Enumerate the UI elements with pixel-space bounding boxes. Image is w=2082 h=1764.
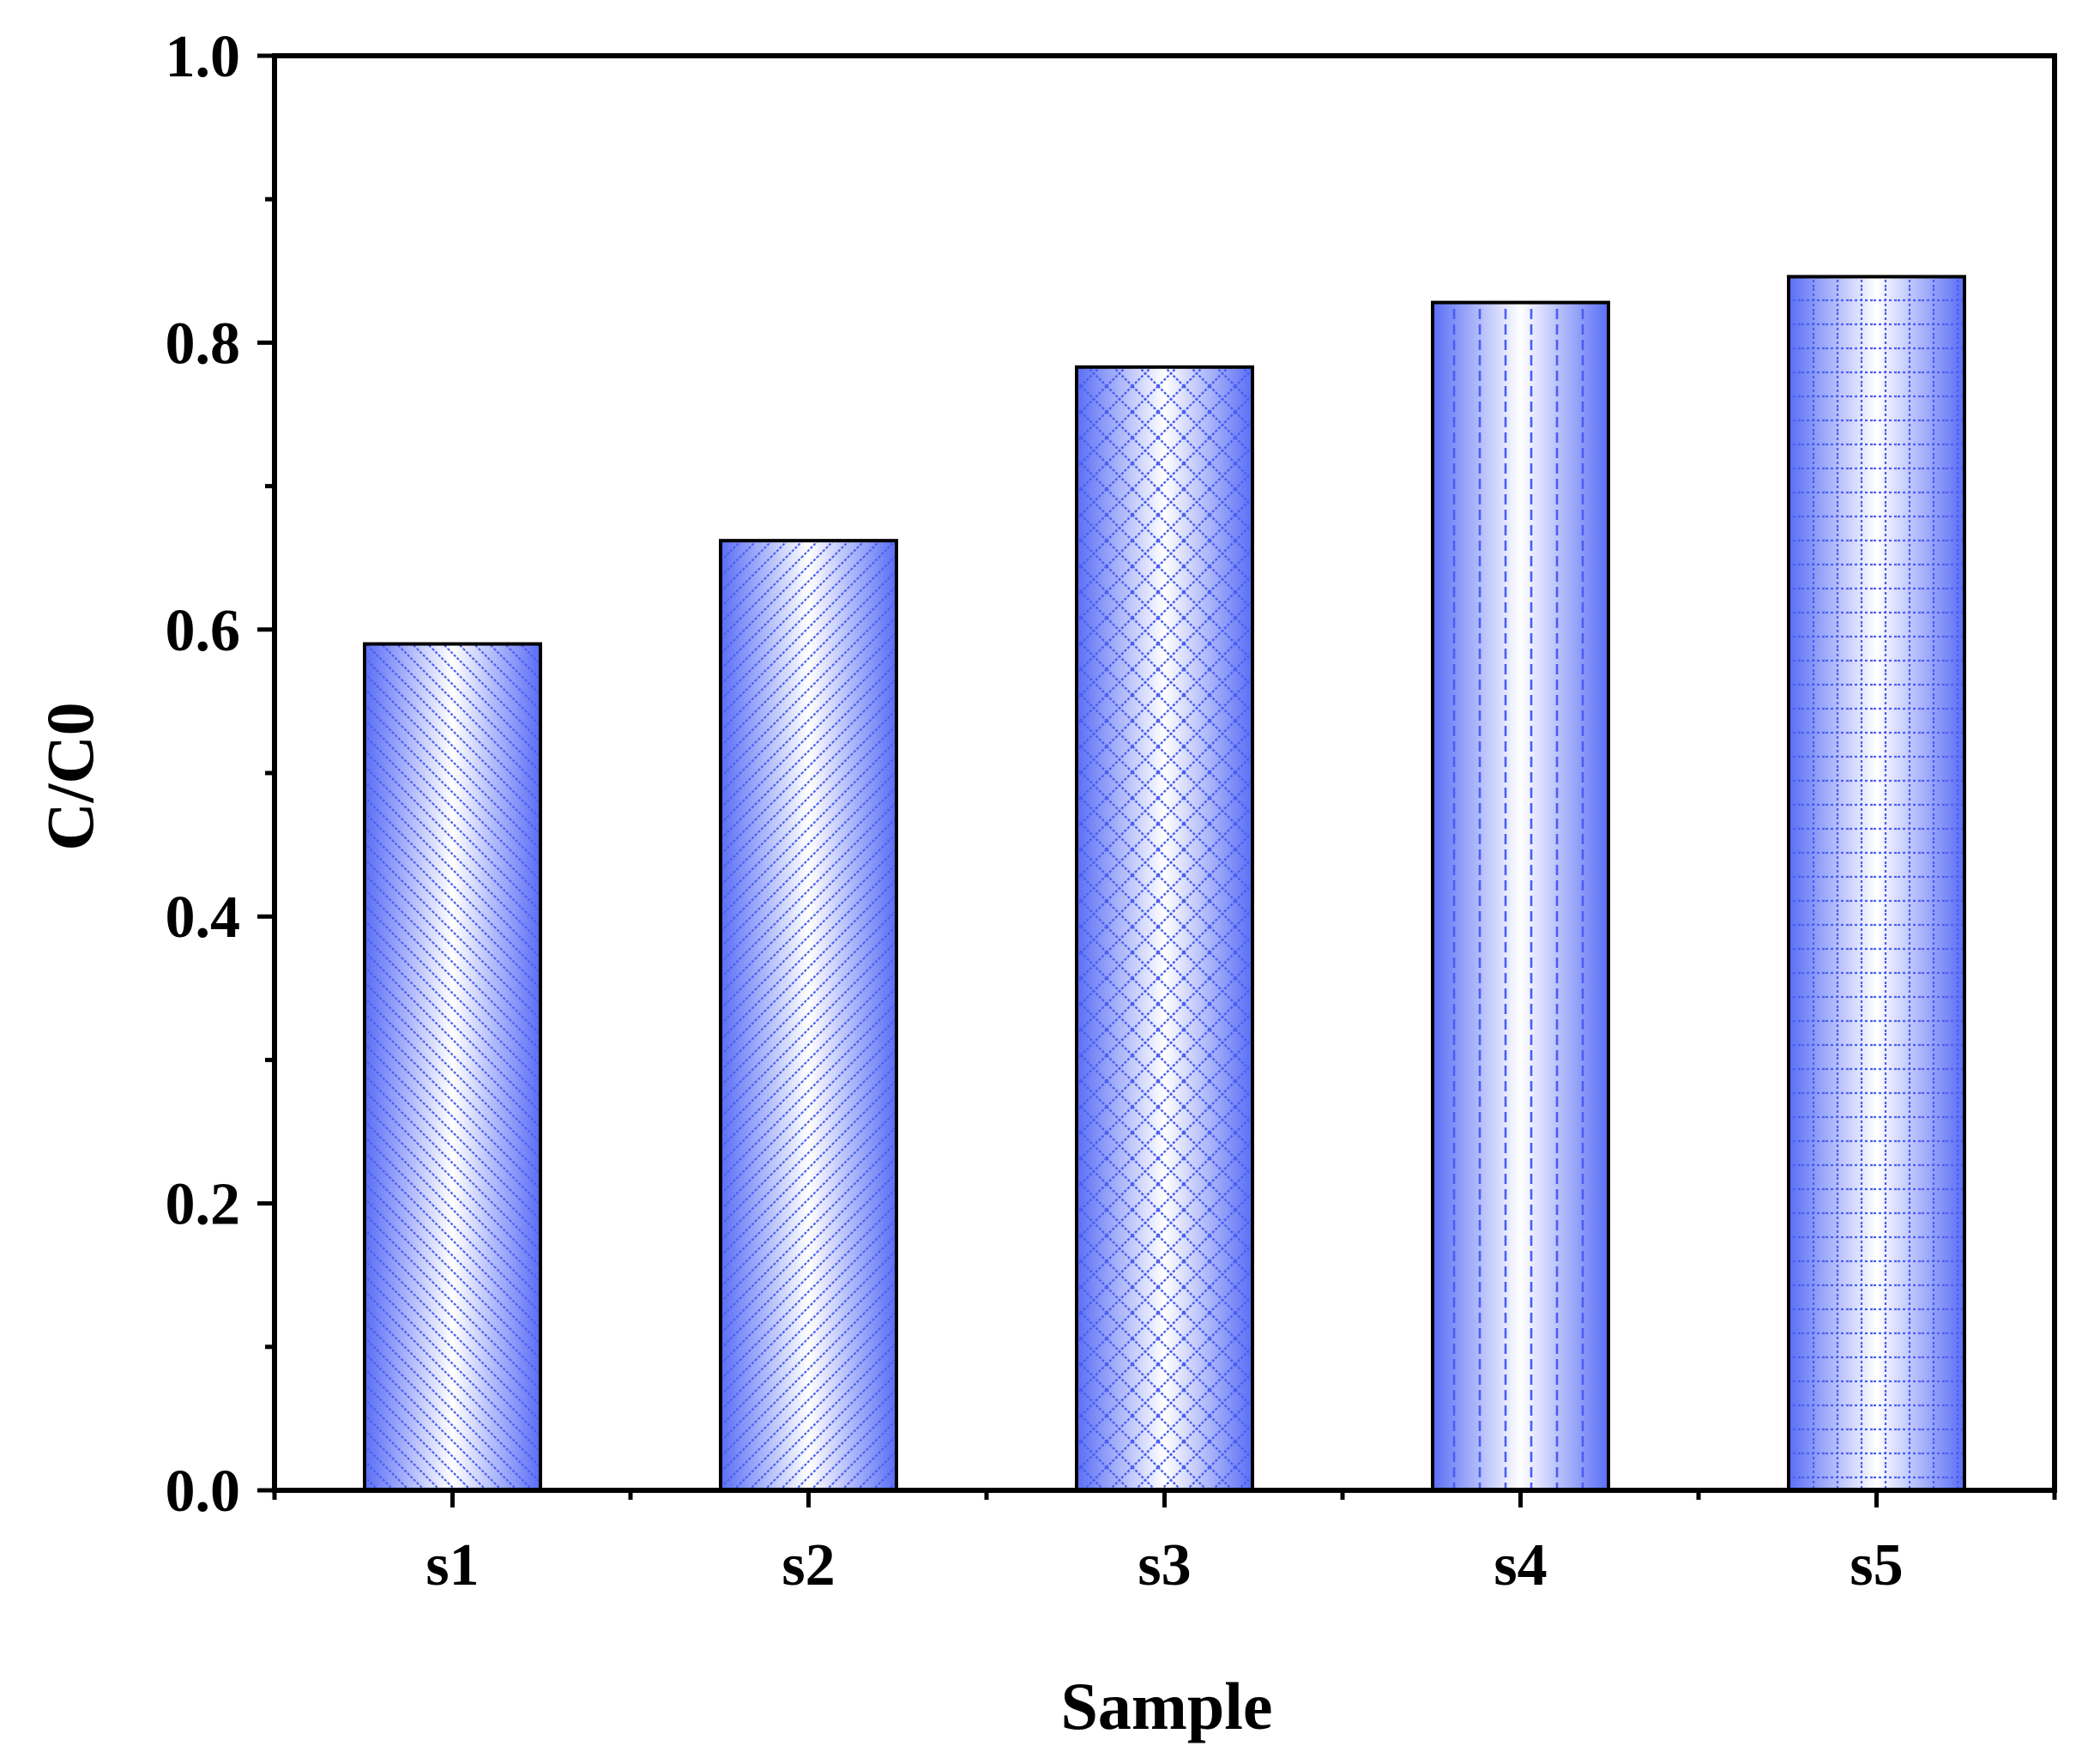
bar-s1 [363, 642, 542, 1492]
tick-labels-layer: 0.0 0.2 0.4 0.6 0.8 1.0 s1 s2 s3 s4 s5 [166, 24, 1904, 1598]
bar-s4 [1431, 300, 1610, 1493]
x-tick-label: s5 [1850, 1532, 1903, 1598]
bar-pattern [1433, 302, 1608, 1491]
bar-pattern [721, 541, 896, 1490]
x-tick-label: s3 [1138, 1532, 1191, 1598]
bar-s5 [1787, 275, 1966, 1492]
x-tick-label: s2 [782, 1532, 835, 1598]
bar-pattern [365, 643, 540, 1490]
bar-s3 [1075, 365, 1254, 1493]
y-tick-label: 0.2 [166, 1172, 241, 1238]
y-tick-label: 1.0 [166, 24, 241, 90]
bar-pattern [1789, 276, 1964, 1490]
axes-layer [257, 53, 2057, 1507]
bar-pattern [1077, 366, 1252, 1491]
bars-layer [363, 275, 1966, 1493]
x-tick-label: s1 [425, 1532, 479, 1598]
y-tick-label: 0.8 [166, 311, 241, 377]
y-axis-title: C/C0 [33, 702, 107, 850]
y-tick-label: 0.0 [166, 1459, 241, 1525]
y-tick-label: 0.6 [166, 598, 241, 664]
x-tick-label: s4 [1494, 1532, 1547, 1598]
x-axis-title: Sample [1060, 1669, 1272, 1743]
bar-s2 [719, 539, 898, 1492]
y-tick-label: 0.4 [166, 885, 241, 951]
